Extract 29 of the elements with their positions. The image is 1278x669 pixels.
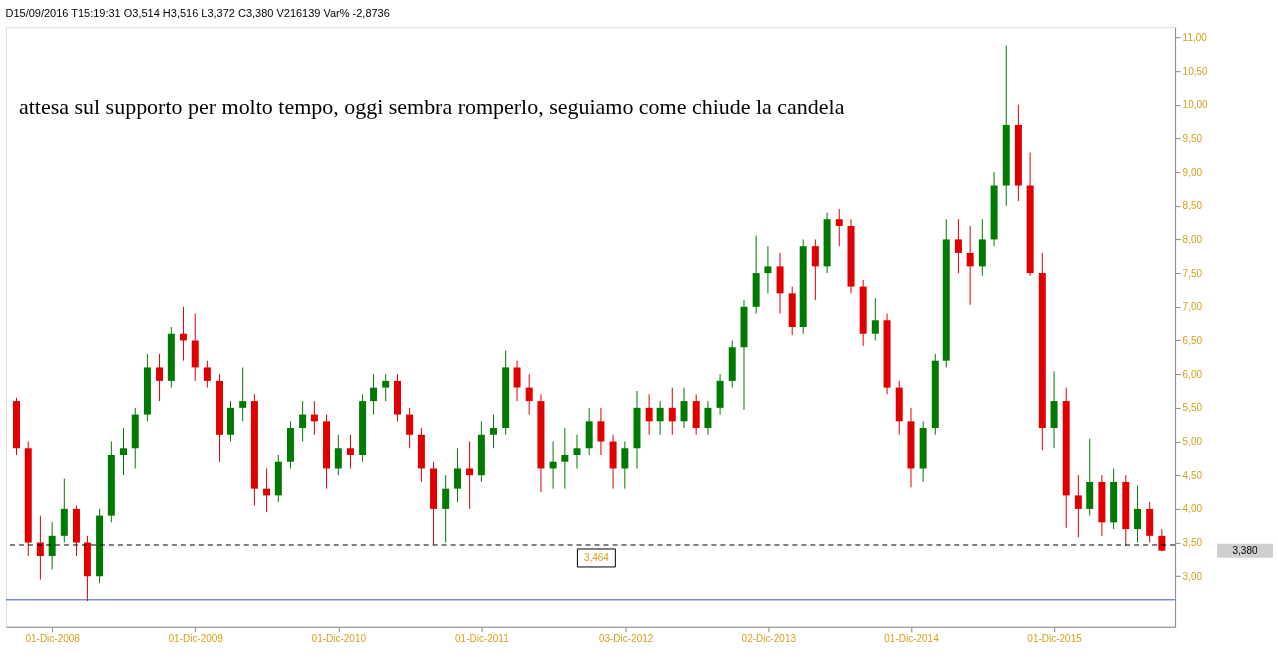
y-tick-label: 9,00 bbox=[1182, 166, 1203, 178]
y-tick-label: 10,50 bbox=[1182, 65, 1209, 77]
x-tick-label: 01-Dic-2014 bbox=[884, 633, 940, 645]
y-tick-label: 6,00 bbox=[1182, 368, 1203, 380]
x-tick-label: 02-Dic-2013 bbox=[741, 633, 797, 645]
y-tick-label: 3,00 bbox=[1182, 570, 1203, 582]
y-tick-label: 11,00 bbox=[1182, 31, 1208, 43]
y-tick-label: 4,50 bbox=[1182, 469, 1203, 481]
x-tick-label: 01-Dic-2010 bbox=[311, 633, 367, 645]
y-tick-label: 8,50 bbox=[1182, 200, 1203, 212]
y-tick-label: 7,50 bbox=[1182, 267, 1203, 279]
y-tick-label: 7,00 bbox=[1182, 301, 1203, 313]
x-tick-label: 01-Dic-2011 bbox=[455, 633, 510, 645]
ref-line-label: 3,464 bbox=[583, 551, 610, 563]
x-tick-label: 01-Dic-2008 bbox=[25, 633, 81, 645]
y-tick-label: 5,00 bbox=[1182, 436, 1203, 448]
y-tick-label: 9,50 bbox=[1182, 132, 1203, 144]
text: 3,380 bbox=[1232, 544, 1258, 556]
y-tick-label: 5,50 bbox=[1182, 402, 1203, 414]
y-tick-label: 8,00 bbox=[1182, 233, 1203, 245]
chart-subtitle: D15/09/2016 T15:19:31 O3,514 H3,516 L3,372 C3,380 V216139 Var% -2,8736 bbox=[5, 7, 390, 20]
y-tick-label: 6,50 bbox=[1182, 334, 1203, 346]
y-tick-label: 3,50 bbox=[1182, 537, 1203, 549]
annotation: attesa sul supporto per molto tempo, oggi sembra romperlo, seguiamo come chiude la candela bbox=[18, 94, 845, 120]
y-tick-label: 4,00 bbox=[1182, 503, 1203, 515]
x-tick-label: 03-Dic-2012 bbox=[598, 633, 654, 645]
x-tick-label: 01-Dic-2015 bbox=[1027, 633, 1083, 645]
y-tick-label: 10,00 bbox=[1182, 99, 1209, 111]
x-tick-label: 01-Dic-2009 bbox=[168, 633, 224, 645]
